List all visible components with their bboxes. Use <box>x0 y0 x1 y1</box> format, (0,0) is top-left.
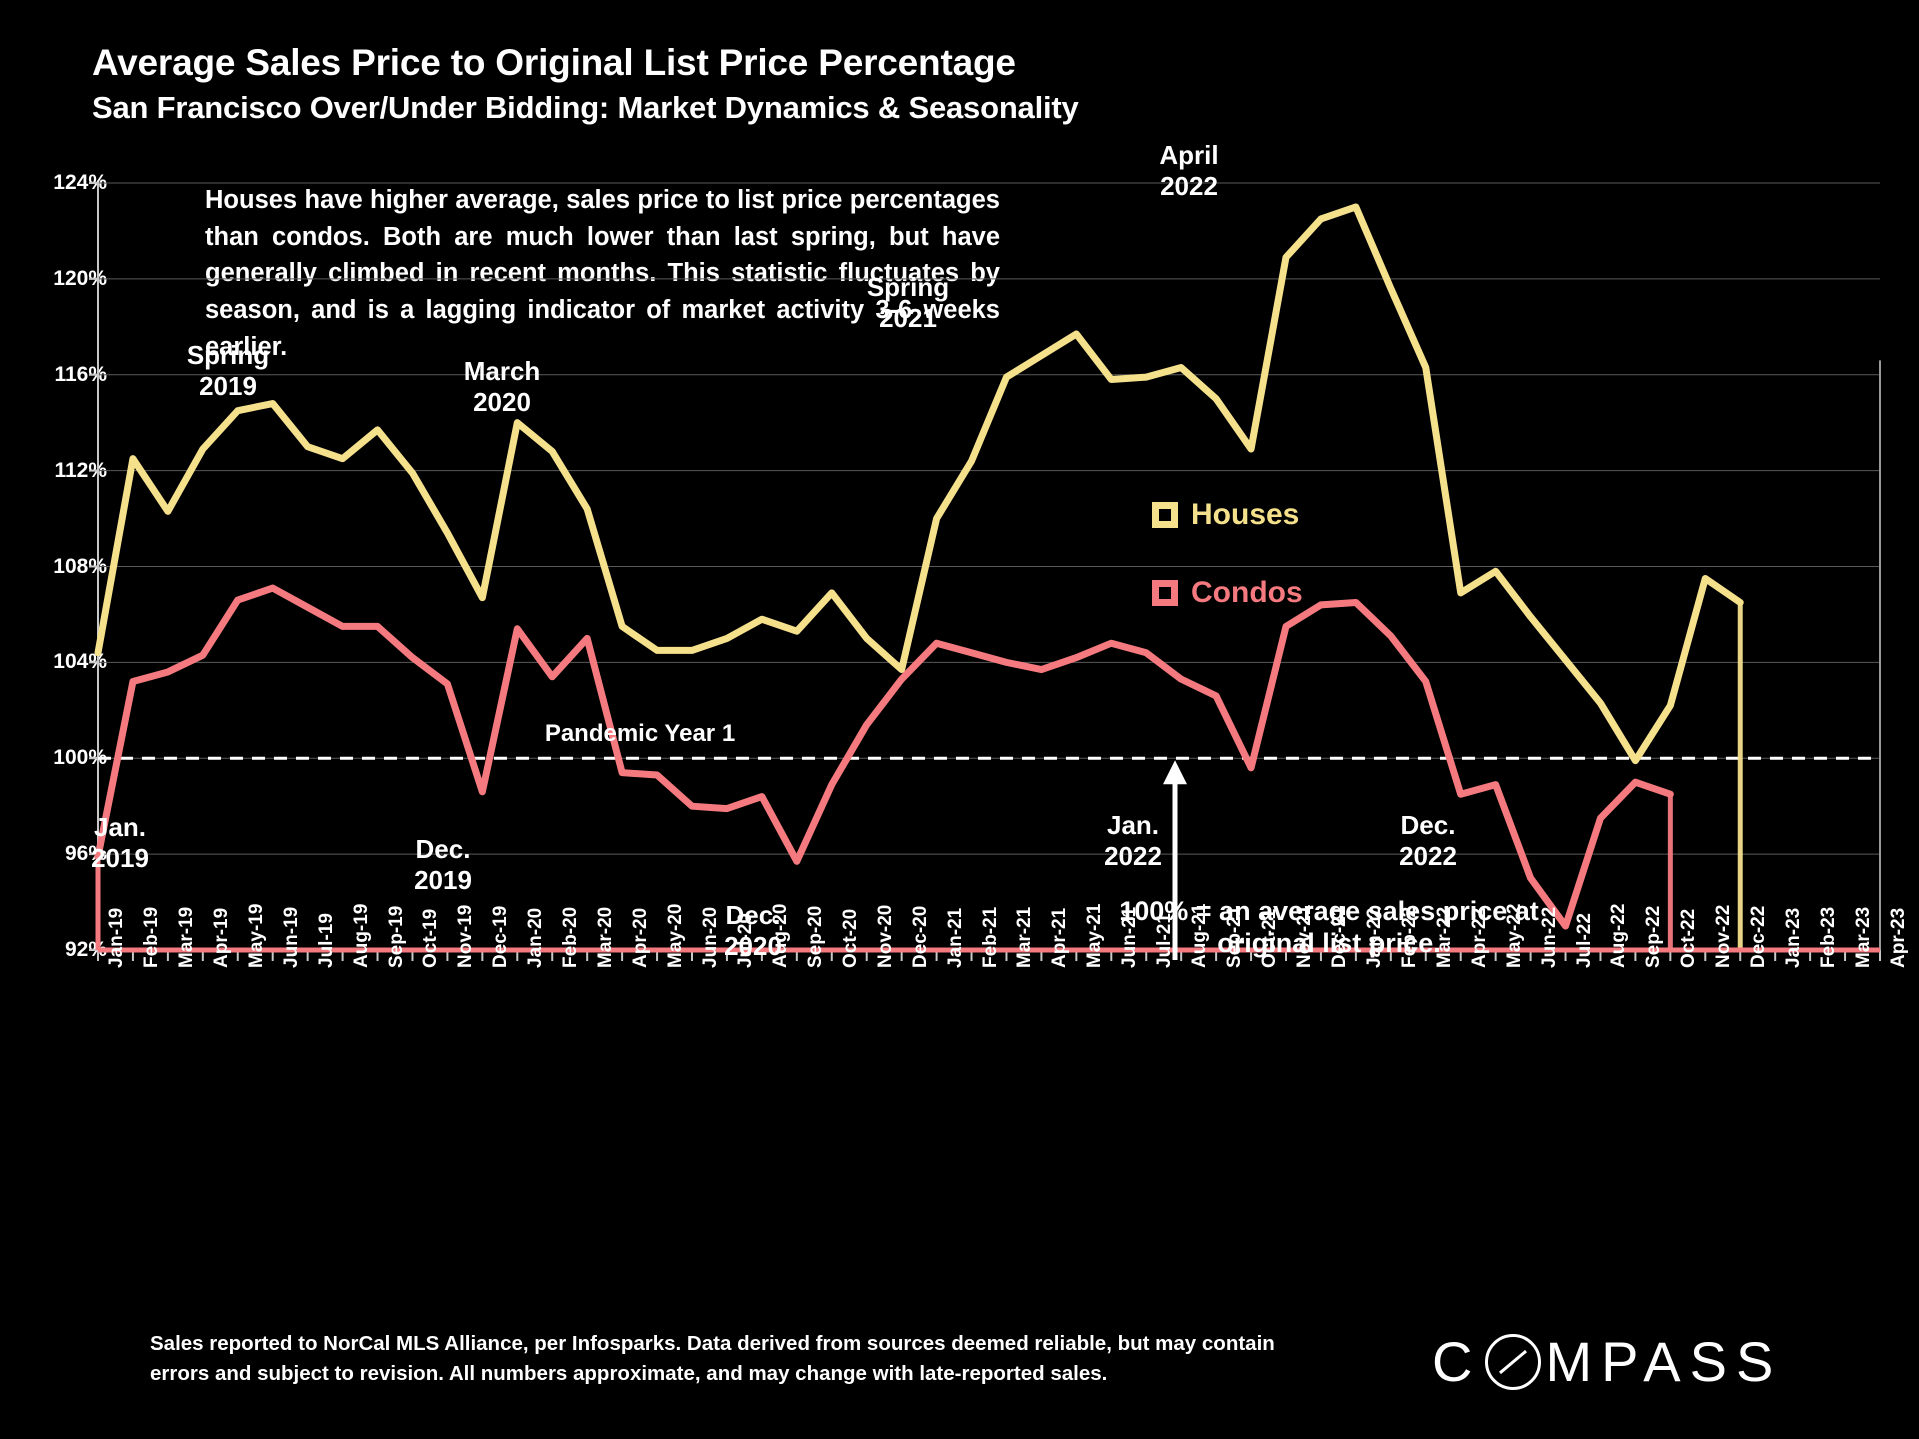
callout-line: 2022 <box>1160 171 1218 202</box>
series-line-condos <box>94 584 1674 930</box>
x-tick-label: Nov-19 <box>455 904 477 968</box>
callout-dec-2019: Dec. 2019 <box>313 834 573 896</box>
legend-item-houses[interactable]: Houses <box>1152 498 1299 532</box>
y-tick-label: 116% <box>54 362 107 386</box>
x-tick-label: Apr-23 <box>1888 907 1909 968</box>
y-tick-label: 104% <box>53 650 107 674</box>
x-tick-label: Jul-19 <box>315 913 337 968</box>
page-subtitle: San Francisco Over/Under Bidding: Market… <box>92 90 1079 125</box>
y-tick-label: 108% <box>53 554 107 578</box>
callout-line: 2019 <box>414 865 472 896</box>
x-tick-label: Nov-22 <box>1713 904 1735 968</box>
callout-pandemic-year-1: Pandemic Year 1 <box>510 720 770 749</box>
callout-line: 2020 <box>473 387 531 418</box>
callout-baseline-note: 100% = an average sales price at original… <box>1114 895 1544 960</box>
callout-line: original list price. <box>1217 928 1441 959</box>
x-tick-label: Apr-19 <box>210 907 232 968</box>
legend-swatch-icon <box>1152 502 1178 528</box>
x-tick-label: Sep-22 <box>1643 905 1665 968</box>
callout-line: March <box>463 356 541 386</box>
callout-line: Pandemic Year 1 <box>544 720 736 747</box>
callout-line: 2022 <box>1104 841 1162 872</box>
y-tick-label: 100% <box>53 746 107 770</box>
legend-label: Houses <box>1191 498 1300 531</box>
callout-line: Spring <box>186 340 270 370</box>
callout-april-2022: April 2022 <box>1059 140 1319 202</box>
callout-line: Dec. <box>725 900 781 930</box>
callout-line: 2019 <box>199 371 257 402</box>
callout-dec-2020: Dec. 2020 <box>623 900 883 962</box>
baseline-arrow-head <box>1163 760 1187 785</box>
legend-item-condos[interactable]: Condos <box>1152 576 1303 610</box>
callout-line: 2021 <box>879 303 937 334</box>
x-tick-label: Sep-19 <box>385 905 407 968</box>
page-title: Average Sales Price to Original List Pri… <box>92 42 1016 83</box>
series-line-houses <box>94 203 1744 765</box>
x-tick-label: Jan-21 <box>944 907 966 968</box>
x-tick-label: Oct-19 <box>420 908 442 968</box>
x-tick-label: Dec-20 <box>909 905 931 968</box>
x-tick-label: May-19 <box>245 903 267 968</box>
callout-line: 2019 <box>91 843 149 874</box>
x-tick-label: Dec-22 <box>1748 905 1770 968</box>
x-tick-label: Feb-20 <box>560 906 582 968</box>
x-tick-label: Jun-19 <box>280 906 302 968</box>
x-tick-label: May-21 <box>1084 903 1106 968</box>
annotation-paragraph: Houses have higher average, sales price … <box>205 186 1000 361</box>
callout-line: April <box>1159 140 1219 170</box>
source-footnote: Sales reported to NorCal MLS Alliance, p… <box>150 1332 1275 1385</box>
legend-label: Condos <box>1191 576 1303 609</box>
x-tick-label: Aug-22 <box>1608 903 1630 968</box>
x-tick-label: Dec-19 <box>490 905 512 968</box>
x-tick-label: Aug-19 <box>350 903 372 968</box>
callout-march-2020: March 2020 <box>372 356 632 418</box>
callout-line: 100% = an average sales price at <box>1119 896 1539 926</box>
x-tick-label: Jan-23 <box>1783 907 1805 968</box>
x-tick-label: Feb-23 <box>1818 906 1840 968</box>
x-tick-label: Feb-21 <box>979 906 1001 968</box>
y-tick-label: 120% <box>53 266 107 290</box>
x-tick-label: Mar-23 <box>1853 906 1875 968</box>
x-tick-label: Mar-20 <box>595 906 617 968</box>
callout-line: 2020 <box>724 931 782 962</box>
callout-jan-2022: Jan. 2022 <box>1003 810 1263 872</box>
callout-line: Spring <box>866 272 950 302</box>
compass-ring-icon <box>1485 1333 1542 1390</box>
logo-text-after: MPASS <box>1545 1330 1783 1393</box>
logo-text-before: C <box>1432 1330 1482 1393</box>
callout-line: Jan. <box>93 812 147 842</box>
callout-line: Dec. <box>1400 810 1456 840</box>
callout-spring-2019: Spring 2019 <box>98 340 358 402</box>
x-tick-label: Feb-19 <box>140 906 162 968</box>
callout-line: Jan. <box>1106 810 1160 840</box>
x-tick-label: Mar-21 <box>1014 906 1036 968</box>
callout-dec-2022: Dec. 2022 <box>1298 810 1558 872</box>
callout-spring-2021: Spring 2021 <box>778 272 1038 334</box>
callout-line: Dec. <box>415 834 471 864</box>
x-tick-label: Jul-22 <box>1573 913 1595 968</box>
x-tick-label: Mar-19 <box>175 906 197 968</box>
x-tick-label: Jan-20 <box>525 907 547 968</box>
compass-logo: C MPASS <box>1432 1329 1782 1394</box>
callout-line: 2022 <box>1399 841 1457 872</box>
callout-jan-2019: Jan. 2019 <box>0 812 250 874</box>
x-tick-label: Apr-21 <box>1049 907 1071 968</box>
y-tick-label: 124% <box>53 171 107 194</box>
legend-swatch-icon <box>1152 580 1178 606</box>
x-tick-label: Oct-22 <box>1678 908 1700 968</box>
x-tick-label: Jan-19 <box>106 907 127 968</box>
y-tick-label: 112% <box>54 458 107 482</box>
